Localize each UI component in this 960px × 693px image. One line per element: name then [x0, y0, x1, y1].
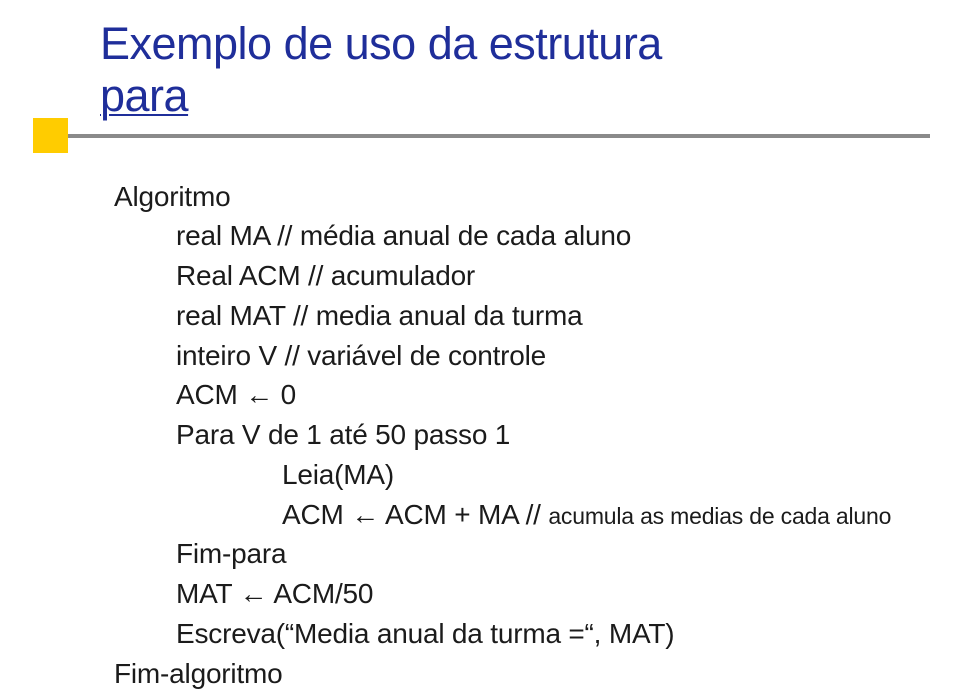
algo-fragment: ACM ← ACM + MA // — [282, 499, 548, 530]
algo-line: inteiro V // variável de controle — [114, 336, 960, 376]
algo-line: real MAT // media anual da turma — [114, 296, 960, 336]
slide-body: Algoritmo real MA // média anual de cada… — [0, 122, 960, 693]
slide-title: Exemplo de uso da estrutura para — [100, 18, 960, 122]
algo-line: Fim-algoritmo — [114, 654, 960, 693]
algo-line: Fim-para — [114, 534, 960, 574]
divider-line — [50, 134, 930, 138]
algo-line: Real ACM // acumulador — [114, 256, 960, 296]
algo-line: Algoritmo — [114, 177, 960, 217]
algo-line: MAT ← ACM/50 — [114, 574, 960, 614]
algo-line: Para V de 1 até 50 passo 1 — [114, 415, 960, 455]
algo-line: ACM ← ACM + MA // acumula as medias de c… — [114, 495, 960, 535]
title-line2: para — [100, 70, 188, 121]
algo-comment: acumula as medias de cada aluno — [548, 503, 891, 529]
slide-header: Exemplo de uso da estrutura para — [0, 18, 960, 122]
accent-square-icon — [33, 118, 68, 153]
algo-line: ACM ← 0 — [114, 375, 960, 415]
algo-line: real MA // média anual de cada aluno — [114, 216, 960, 256]
algo-line: Leia(MA) — [114, 455, 960, 495]
algo-line: Escreva(“Media anual da turma =“, MAT) — [114, 614, 960, 654]
slide: Exemplo de uso da estrutura para Algorit… — [0, 0, 960, 670]
title-line1: Exemplo de uso da estrutura — [100, 18, 662, 69]
